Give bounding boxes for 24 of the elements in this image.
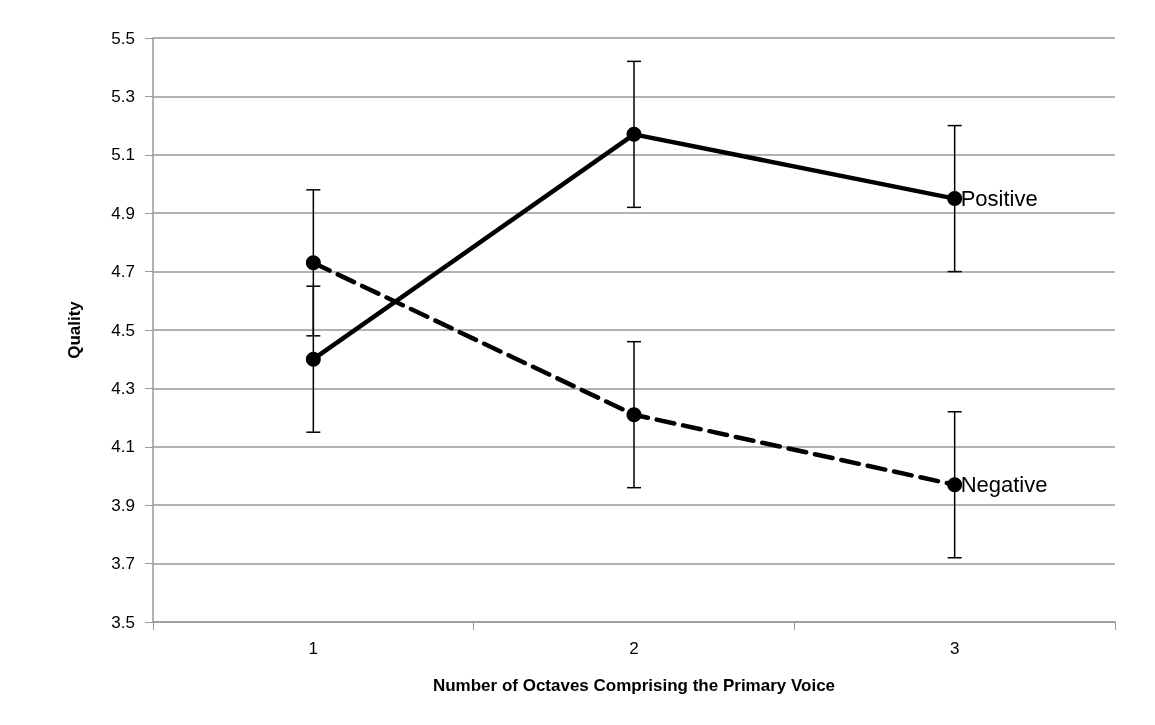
y-tick-label: 4.3 <box>111 378 135 398</box>
y-axis-title: Quality <box>65 300 84 359</box>
x-axis-title: Number of Octaves Comprising the Primary Voice <box>432 676 836 695</box>
y-tick-label: 4.1 <box>111 437 135 457</box>
point <box>947 191 963 207</box>
y-tick-label: 4.7 <box>111 262 135 282</box>
y-tick-label: 3.5 <box>111 612 135 632</box>
point <box>626 126 642 142</box>
y-tick-label: 4.9 <box>111 203 135 223</box>
x-tick-label: 3 <box>949 639 960 658</box>
series-label: Negative <box>960 472 1048 498</box>
point <box>626 407 642 423</box>
x-tick-label: 1 <box>308 639 319 658</box>
point <box>305 255 321 271</box>
y-tick-label: 3.7 <box>111 554 135 574</box>
y-tick-label: 5.5 <box>111 28 135 48</box>
point <box>305 351 321 367</box>
x-tick-label: 2 <box>629 639 639 658</box>
y-tick-label: 4.5 <box>111 320 135 340</box>
y-tick-label: 5.3 <box>111 86 135 106</box>
y-tick-label: 3.9 <box>111 495 135 515</box>
series-label: Positive <box>960 186 1038 212</box>
y-tick-label: 5.1 <box>111 145 135 165</box>
point <box>947 477 963 493</box>
